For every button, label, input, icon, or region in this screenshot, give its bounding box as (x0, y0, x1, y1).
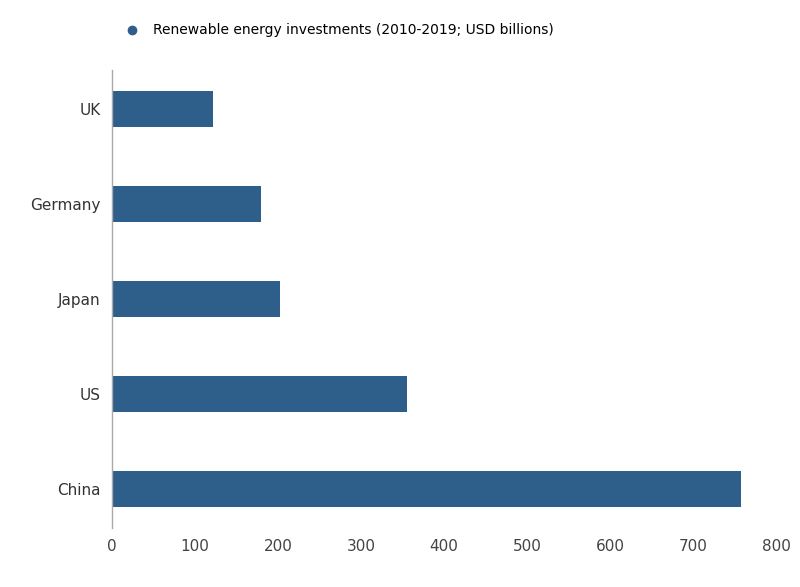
Bar (112, 186, 261, 222)
Bar (112, 281, 280, 318)
Bar (112, 91, 214, 127)
Bar (112, 376, 407, 413)
Legend: Renewable energy investments (2010-2019; USD billions): Renewable energy investments (2010-2019;… (112, 18, 559, 43)
Bar (112, 471, 741, 508)
